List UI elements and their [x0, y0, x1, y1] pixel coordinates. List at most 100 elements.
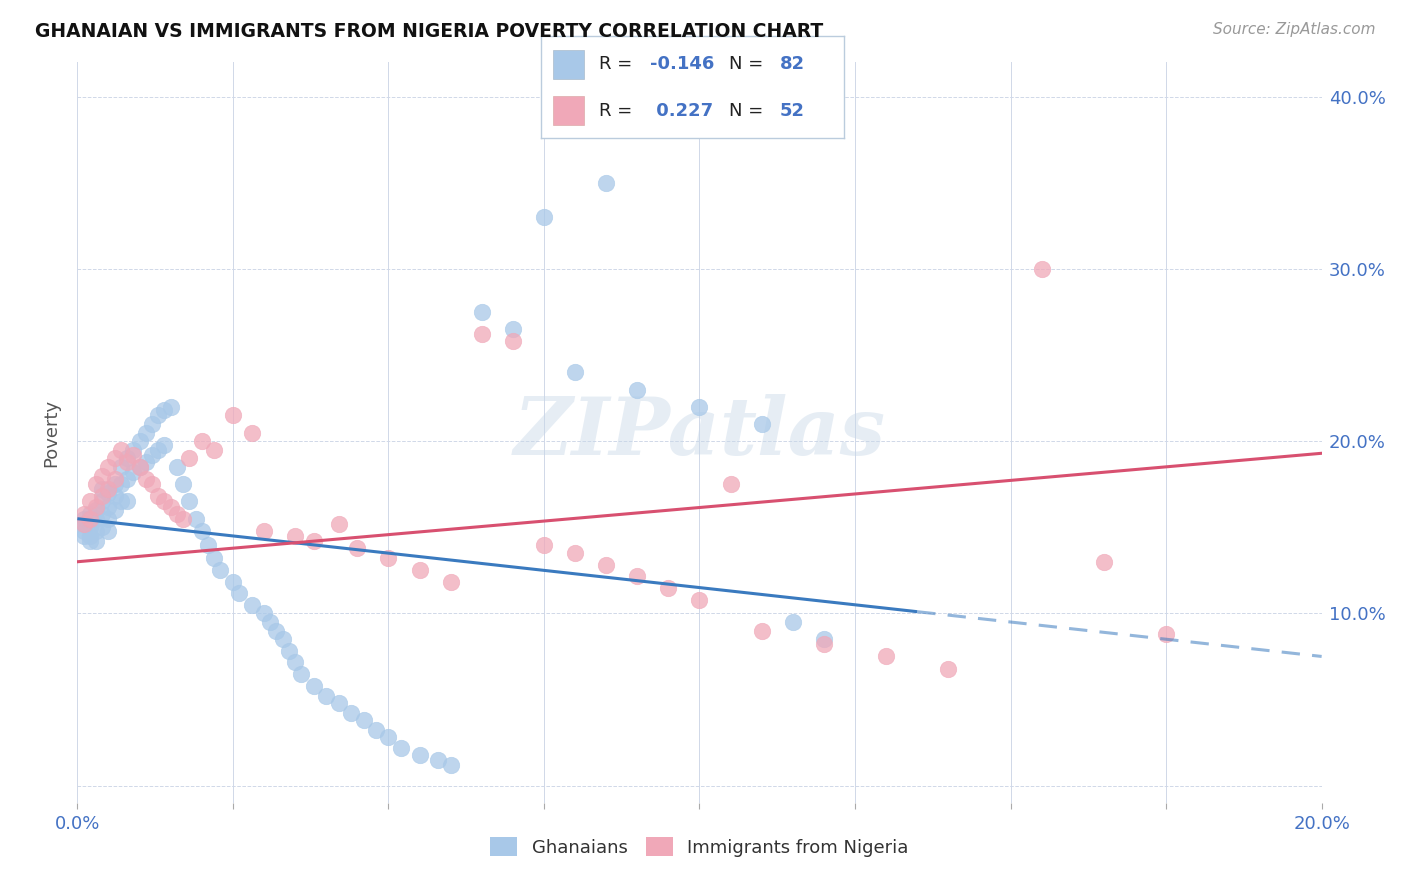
Point	[122, 448, 145, 462]
Point	[153, 494, 176, 508]
Point	[153, 403, 176, 417]
Point	[277, 644, 299, 658]
Point	[936, 661, 959, 675]
Point	[166, 460, 188, 475]
Point	[626, 383, 648, 397]
Point	[179, 451, 201, 466]
Text: Source: ZipAtlas.com: Source: ZipAtlas.com	[1212, 22, 1375, 37]
FancyBboxPatch shape	[554, 50, 583, 78]
Point	[439, 758, 461, 772]
Point	[340, 706, 363, 721]
Point	[222, 409, 245, 423]
Point	[290, 666, 312, 681]
Point	[72, 529, 94, 543]
Point	[166, 507, 188, 521]
Point	[159, 400, 181, 414]
Point	[302, 679, 325, 693]
Point	[1092, 555, 1115, 569]
Point	[346, 541, 368, 555]
Point	[115, 455, 138, 469]
Point	[427, 753, 450, 767]
Point	[72, 507, 94, 521]
Point	[97, 500, 120, 514]
Point	[135, 425, 157, 440]
Point	[79, 494, 101, 508]
Point	[190, 434, 214, 449]
Point	[97, 486, 120, 500]
Point	[97, 524, 120, 538]
Point	[657, 581, 679, 595]
Point	[148, 489, 170, 503]
Point	[302, 534, 325, 549]
Point	[202, 442, 225, 457]
Point	[141, 477, 163, 491]
Point	[110, 442, 132, 457]
Point	[79, 534, 101, 549]
Text: -0.146: -0.146	[650, 55, 714, 73]
Point	[240, 598, 263, 612]
Point	[228, 586, 250, 600]
Point	[389, 740, 412, 755]
Point	[209, 563, 232, 577]
Point	[110, 477, 132, 491]
Text: R =: R =	[599, 102, 638, 120]
Point	[172, 477, 194, 491]
Point	[128, 460, 150, 475]
Point	[533, 537, 555, 551]
Point	[315, 689, 337, 703]
Point	[128, 434, 150, 449]
Point	[128, 460, 150, 475]
Point	[284, 655, 307, 669]
Point	[179, 494, 201, 508]
Point	[91, 494, 114, 508]
Point	[328, 516, 350, 531]
Text: N =: N =	[728, 55, 769, 73]
Point	[595, 176, 617, 190]
Point	[122, 465, 145, 479]
Point	[84, 477, 107, 491]
Text: ZIPatlas: ZIPatlas	[513, 394, 886, 471]
Point	[79, 507, 101, 521]
Y-axis label: Poverty: Poverty	[42, 399, 60, 467]
Point	[720, 477, 742, 491]
Point	[72, 524, 94, 538]
Point	[751, 624, 773, 638]
Point	[115, 494, 138, 508]
Point	[328, 696, 350, 710]
Point	[135, 472, 157, 486]
Point	[104, 477, 127, 491]
Point	[253, 607, 276, 621]
Text: N =: N =	[728, 102, 769, 120]
Point	[79, 520, 101, 534]
Point	[564, 546, 586, 560]
Point	[502, 334, 524, 349]
Point	[159, 500, 181, 514]
Point	[471, 327, 494, 342]
Point	[79, 512, 101, 526]
Point	[110, 460, 132, 475]
Point	[595, 558, 617, 573]
Point	[408, 563, 430, 577]
Point	[91, 520, 114, 534]
Point	[97, 512, 120, 526]
Point	[222, 575, 245, 590]
Point	[271, 632, 294, 647]
Point	[141, 448, 163, 462]
Point	[377, 731, 399, 745]
Point	[240, 425, 263, 440]
Point	[689, 400, 711, 414]
Point	[502, 322, 524, 336]
Point	[79, 529, 101, 543]
Point	[284, 529, 307, 543]
Text: 82: 82	[780, 55, 806, 73]
Point	[439, 575, 461, 590]
FancyBboxPatch shape	[554, 96, 583, 125]
Point	[72, 516, 94, 531]
Point	[122, 442, 145, 457]
Point	[84, 503, 107, 517]
Point	[97, 483, 120, 497]
Point	[782, 615, 804, 629]
Point	[202, 551, 225, 566]
Text: R =: R =	[599, 55, 638, 73]
Point	[91, 507, 114, 521]
